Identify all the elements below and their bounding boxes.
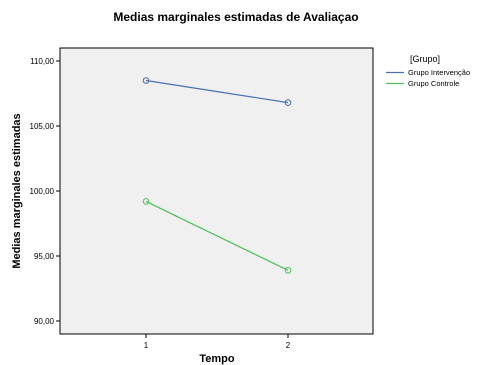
series-line <box>145 79 289 104</box>
y-tick-label: 110,00 <box>30 57 54 66</box>
y-tick-label: 105,00 <box>30 122 55 131</box>
y-axis-label: Medias marginales estimadas <box>11 113 23 268</box>
y-axis: 90,00 95,00 100,00 105,00 110,00 <box>30 57 60 326</box>
y-tick-label: 100,00 <box>30 187 55 196</box>
legend-label: Grupo Intervenção <box>408 68 470 77</box>
series-layer <box>142 77 292 274</box>
x-axis-label: Tempo <box>199 353 235 365</box>
plot-area <box>59 47 374 335</box>
data-point <box>142 77 150 84</box>
legend-label: Grupo Controle <box>408 79 459 88</box>
x-tick-label: 1 <box>144 341 149 350</box>
y-tick-label: 95,00 <box>34 252 55 261</box>
data-point <box>284 99 292 106</box>
legend: [Grupo] Grupo Intervenção Grupo Controle <box>386 54 470 88</box>
data-point <box>142 198 150 205</box>
x-tick-label: 2 <box>286 341 291 350</box>
y-tick-label: 90,00 <box>34 317 55 326</box>
legend-title: [Grupo] <box>410 54 440 64</box>
data-point <box>284 267 292 274</box>
series-line <box>145 200 289 271</box>
chart-title: Medias marginales estimadas de Avaliaçao <box>113 10 358 24</box>
